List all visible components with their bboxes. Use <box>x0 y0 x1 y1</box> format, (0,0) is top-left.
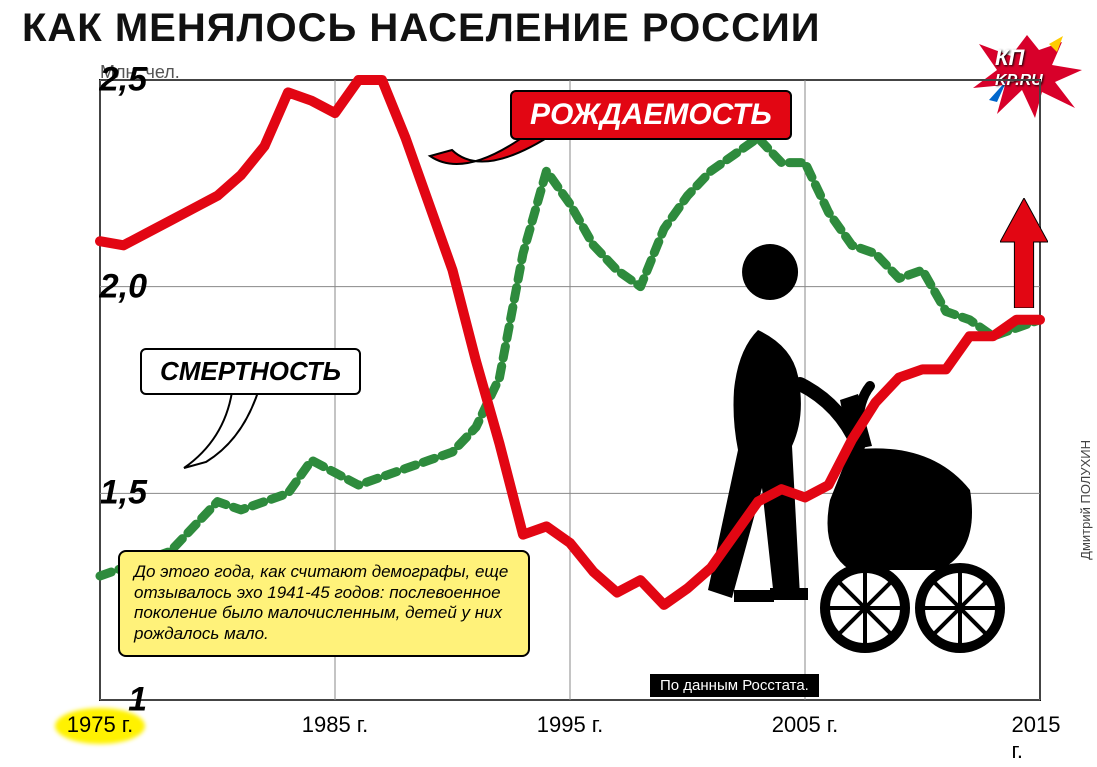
up-arrow-icon <box>1000 198 1048 308</box>
ytick-3: 2,5 <box>100 61 147 100</box>
xtick-1: 1985 г. <box>302 712 369 738</box>
xtick-4: 2015 г. <box>1012 712 1069 764</box>
ytick-2: 2,0 <box>100 267 147 306</box>
xtick-2: 1995 г. <box>537 712 604 738</box>
births-callout: РОЖДАЕМОСТЬ <box>510 90 792 140</box>
xtick-0: 1975 г. <box>67 712 134 738</box>
footnote-box: До этого года, как считают демографы, ещ… <box>118 550 530 657</box>
xtick-3: 2005 г. <box>772 712 839 738</box>
ytick-1: 1,5 <box>100 474 147 513</box>
deaths-callout: СМЕРТНОСТЬ <box>140 348 361 395</box>
source-label: По данным Росстата. <box>650 674 819 697</box>
